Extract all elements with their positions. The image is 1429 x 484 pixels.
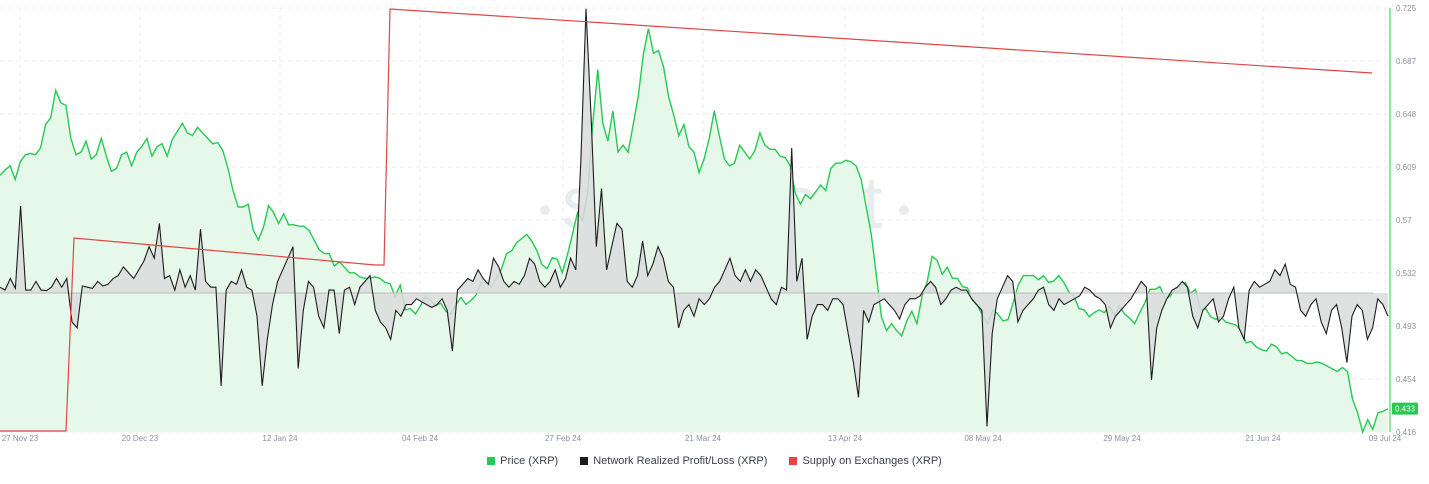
x-tick-label: 21 Jun 24: [1245, 434, 1281, 443]
y-tick-label: 0.725: [1396, 4, 1417, 13]
x-tick-label: 27 Feb 24: [545, 434, 582, 443]
watermark-dot-left: [540, 205, 550, 215]
x-tick-label: 13 Apr 24: [828, 434, 863, 443]
y-tick-label: 0.416: [1396, 428, 1417, 437]
x-tick-label: 27 Nov 23: [2, 434, 39, 443]
legend: Price (XRP) Network Realized Profit/Loss…: [0, 455, 1429, 467]
x-tick-label: 04 Feb 24: [402, 434, 439, 443]
x-tick-label: 21 Mar 24: [685, 434, 722, 443]
supply-line: [0, 8, 1373, 432]
y-tick-label: 0.648: [1396, 110, 1417, 119]
current-price-label: 0.433: [1395, 405, 1416, 414]
legend-item-supply[interactable]: Supply on Exchanges (XRP): [789, 455, 942, 467]
x-tick-label: 08 May 24: [964, 434, 1002, 443]
legend-label-price: Price (XRP): [500, 455, 559, 467]
legend-label-supply: Supply on Exchanges (XRP): [802, 455, 942, 467]
legend-label-profit-loss: Network Realized Profit/Loss (XRP): [593, 455, 768, 467]
watermark-dot-right: [899, 205, 909, 215]
y-tick-label: 0.687: [1396, 57, 1417, 66]
price-area: [0, 28, 1388, 432]
legend-swatch-price: [487, 457, 496, 465]
current-price-badge: [1392, 402, 1418, 415]
x-tick-label: 29 May 24: [1103, 434, 1141, 443]
legend-swatch-supply: [789, 457, 798, 465]
x-tick-label: 09 Jul 24: [1369, 434, 1402, 443]
chart-svg: santiment0.7250.6870.6480.6090.570.5320.…: [0, 4, 1418, 443]
y-tick-label: 0.454: [1396, 375, 1417, 384]
legend-item-profit-loss[interactable]: Network Realized Profit/Loss (XRP): [580, 455, 767, 467]
profit-loss-line: [0, 8, 1389, 427]
y-tick-label: 0.532: [1396, 269, 1417, 278]
x-tick-label: 12 Jan 24: [262, 434, 298, 443]
legend-item-price[interactable]: Price (XRP): [487, 455, 558, 467]
x-tick-label: 20 Dec 23: [122, 434, 159, 443]
y-tick-label: 0.57: [1396, 216, 1412, 225]
y-tick-label: 0.493: [1396, 322, 1417, 331]
legend-swatch-profit-loss: [580, 457, 589, 465]
y-tick-label: 0.609: [1396, 163, 1417, 172]
price-line: [0, 28, 1389, 435]
